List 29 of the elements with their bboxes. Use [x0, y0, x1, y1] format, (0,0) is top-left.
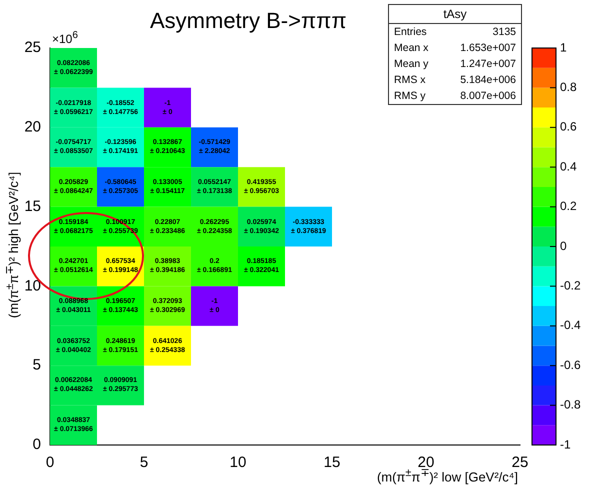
y-tick-label: 20: [24, 118, 41, 136]
y-tick-label: 5: [32, 356, 41, 374]
x-tick-label: 15: [324, 454, 340, 472]
text: RMS y 8.007e+006: [394, 90, 516, 102]
color-bar-label: -0.2: [560, 278, 582, 293]
color-bar-label: 0.6: [560, 120, 578, 134]
color-bar-label: 1: [560, 40, 567, 54]
text: Mean y 1.247e+007: [394, 58, 516, 70]
x-tick-label: 0: [46, 454, 54, 472]
y-tick-label: 15: [24, 198, 41, 215]
color-bar-label: -1: [560, 437, 571, 452]
color-bar-label: -0.8: [560, 398, 582, 412]
y-tick-label: 10: [24, 277, 41, 294]
color-bar-label: 0.8: [560, 80, 578, 94]
text: tAsy: [389, 5, 521, 24]
color-bar-label: -0.6: [560, 358, 582, 372]
color-bar-label: 0.2: [560, 199, 578, 214]
x-tick-label: 10: [230, 454, 246, 472]
text: Mean x 1.653e+007: [394, 42, 516, 54]
color-bar-label: 0: [560, 238, 567, 253]
x-tick-label: 5: [140, 454, 148, 472]
color-bar-label: -0.4: [560, 318, 582, 332]
color-bar-label: 0.4: [560, 159, 578, 174]
chart-title: Asymmetry B->πππ: [150, 8, 346, 34]
text: Entries 3135: [394, 26, 516, 38]
y-tick-label: 25: [24, 39, 41, 56]
text: ×10$^{6}$: [52, 30, 78, 46]
y-tick-label: 0: [32, 436, 41, 454]
text: RMS x 5.184e+006: [394, 74, 516, 86]
